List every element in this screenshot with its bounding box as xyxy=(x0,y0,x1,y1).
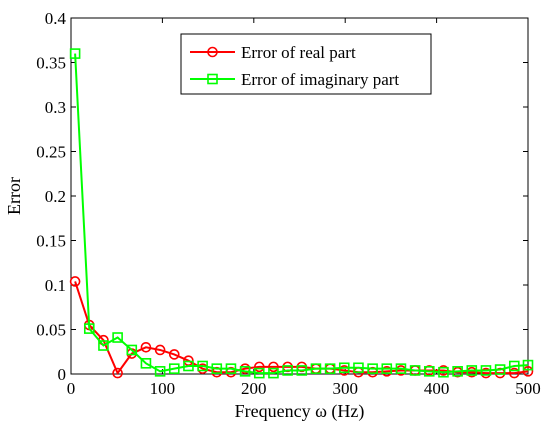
data-point-square xyxy=(423,366,435,377)
data-point-square xyxy=(310,363,322,374)
x-tick-label: 400 xyxy=(424,379,450,398)
legend-marker-imag xyxy=(207,73,218,85)
legend: Error of real part Error of imaginary pa… xyxy=(180,33,432,95)
data-point-square xyxy=(69,48,81,59)
data-point-square xyxy=(508,360,520,372)
x-tick-label: 500 xyxy=(515,379,541,398)
series-layer xyxy=(69,48,534,379)
data-point-square xyxy=(225,363,237,374)
data-point-square xyxy=(438,366,449,378)
data-point-square xyxy=(353,362,364,374)
data-point-circle xyxy=(508,367,520,379)
data-point-circle xyxy=(253,361,265,373)
series-imag xyxy=(69,48,534,379)
data-point-square xyxy=(452,366,463,377)
data-point-square xyxy=(522,359,534,371)
legend-box xyxy=(180,33,432,95)
data-point-square xyxy=(296,365,308,376)
y-tick-label: 0.2 xyxy=(45,187,66,206)
legend-label-real: Error of real part xyxy=(241,43,356,62)
data-point-circle xyxy=(69,276,81,287)
y-tick-label: 0.15 xyxy=(36,232,66,251)
x-tick-label: 200 xyxy=(241,379,267,398)
data-point-square xyxy=(211,363,223,374)
data-point-square xyxy=(154,366,166,377)
y-axis-title: Error xyxy=(4,177,24,215)
data-point-square xyxy=(367,363,378,374)
x-axis-title: Frequency ω (Hz) xyxy=(235,401,365,422)
ticks-layer: 0 100 200 300 400 500 0 0.05 0.1 0.15 0.2 0.25 0.3 0.… xyxy=(36,9,541,398)
data-point-square xyxy=(282,365,293,376)
data-point-circle xyxy=(522,366,534,377)
data-point-square xyxy=(381,363,393,374)
data-point-square xyxy=(480,365,492,376)
data-point-square xyxy=(494,364,506,375)
data-point-square xyxy=(112,332,123,343)
data-point-square xyxy=(168,363,180,374)
y-tick-label: 0 xyxy=(58,365,67,384)
x-tick-label: 0 xyxy=(67,379,76,398)
y-tick-label: 0.05 xyxy=(36,321,66,340)
x-tick-label: 100 xyxy=(150,379,176,398)
data-point-square xyxy=(466,365,478,376)
y-tick-label: 0.25 xyxy=(36,143,66,162)
data-point-square xyxy=(239,366,251,377)
data-point-circle xyxy=(154,344,166,356)
data-point-square xyxy=(409,365,421,376)
y-tick-label: 0.35 xyxy=(36,54,66,73)
legend-label-imag: Error of imaginary part xyxy=(241,70,399,89)
data-point-square xyxy=(324,363,336,374)
data-point-square xyxy=(268,367,279,379)
y-tick-label: 0.3 xyxy=(45,98,66,117)
data-point-square xyxy=(126,344,138,356)
data-point-circle xyxy=(268,361,279,373)
data-point-square xyxy=(338,362,350,374)
data-point-square xyxy=(140,358,152,369)
data-point-square xyxy=(197,360,208,372)
data-point-square xyxy=(98,340,109,351)
legend-marker-real xyxy=(207,46,218,58)
data-point-square xyxy=(395,363,407,374)
data-point-square xyxy=(183,360,194,372)
data-point-circle xyxy=(140,341,152,353)
x-tick-label: 300 xyxy=(332,379,358,398)
y-tick-label: 0.4 xyxy=(45,9,67,28)
data-point-square xyxy=(83,323,95,334)
y-tick-label: 0.1 xyxy=(45,276,66,295)
data-point-circle xyxy=(168,349,180,360)
data-point-square xyxy=(253,367,265,379)
data-point-circle xyxy=(112,367,123,379)
